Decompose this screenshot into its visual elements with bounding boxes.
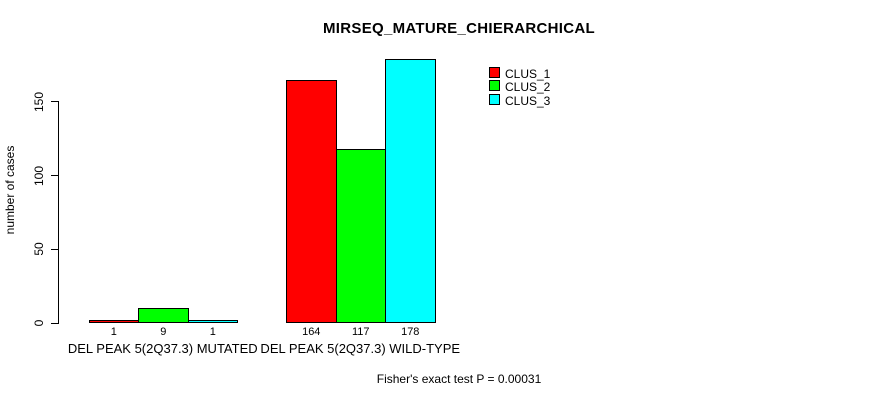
bar-value-label: 1 [209,325,216,338]
y-axis-tick-label: 100 [32,165,46,186]
legend-label-CLUS_1: CLUS_1 [505,67,551,81]
bar-value-label: 1 [110,325,117,338]
bar-CLUS_1-mutated [88,320,139,324]
legend-swatch-CLUS_3 [489,93,500,105]
bar-CLUS_3-wildtype [385,58,436,324]
y-axis-line [58,101,59,324]
bar-value-label: 178 [401,325,420,338]
chart-title: MIRSEQ_MATURE_CHIERARCHICAL [323,20,595,37]
bar-value-label: 9 [160,325,167,338]
y-axis-tick [51,101,58,103]
y-axis-tick-label: 150 [32,91,46,112]
x-axis-group-label: DEL PEAK 5(2Q37.3) WILD-TYPE [260,340,461,356]
legend-swatch-CLUS_1 [489,67,500,78]
bar-CLUS_2-mutated [138,308,189,324]
y-axis-tick [51,175,58,176]
bar-CLUS_2-wildtype [335,148,386,324]
y-axis-tick [51,322,58,324]
bar-value-label: 117 [351,325,370,338]
y-axis-tick-label: 50 [32,242,46,256]
y-axis-tick [51,248,58,250]
bar-CLUS_1-wildtype [286,79,337,324]
bar-CLUS_3-mutated [187,320,238,324]
y-axis-label: number of cases [3,145,17,235]
x-axis-group-label: DEL PEAK 5(2Q37.3) MUTATED [67,340,258,356]
legend-label-CLUS_3: CLUS_3 [505,93,551,108]
y-axis-tick-label: 0 [32,319,46,327]
legend-swatch-CLUS_2 [489,80,500,92]
bar-value-label: 164 [302,325,321,338]
legend-label-CLUS_2: CLUS_2 [505,80,551,95]
annotation-pvalue: Fisher's exact test P = 0.00031 [376,372,542,386]
